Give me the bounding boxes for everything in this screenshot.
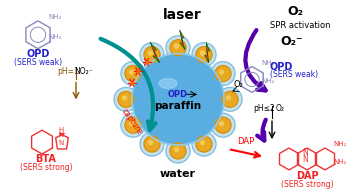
Circle shape [144, 47, 160, 63]
Text: BTA: BTA [36, 154, 56, 164]
Circle shape [121, 113, 145, 137]
Text: water: water [160, 169, 196, 179]
Circle shape [222, 91, 238, 107]
Text: laser: laser [163, 8, 201, 22]
Circle shape [170, 143, 186, 159]
Circle shape [192, 43, 216, 67]
Text: pH=1: pH=1 [57, 67, 79, 76]
Text: N: N [58, 140, 64, 146]
Circle shape [211, 113, 235, 137]
Circle shape [174, 44, 178, 48]
Text: O₂: O₂ [287, 5, 303, 18]
Circle shape [215, 66, 231, 81]
Text: OPD: OPD [270, 62, 293, 72]
Polygon shape [179, 30, 185, 50]
Circle shape [192, 132, 216, 156]
Circle shape [144, 136, 160, 152]
Circle shape [166, 139, 190, 163]
Text: NH₂: NH₂ [48, 34, 62, 40]
Polygon shape [206, 46, 209, 61]
FancyArrowPatch shape [245, 30, 266, 91]
Text: NH₂: NH₂ [261, 78, 274, 84]
FancyArrowPatch shape [257, 120, 266, 141]
Circle shape [123, 96, 127, 100]
Circle shape [149, 141, 153, 145]
Circle shape [118, 91, 134, 107]
Polygon shape [150, 42, 160, 63]
Circle shape [201, 51, 205, 55]
Text: NH₂: NH₂ [48, 14, 62, 20]
Text: NO₂⁻: NO₂⁻ [75, 67, 94, 76]
Text: O₂: O₂ [276, 104, 285, 113]
FancyArrowPatch shape [231, 150, 260, 157]
Text: NH₂: NH₂ [261, 60, 274, 66]
Text: DAP: DAP [296, 171, 318, 181]
Text: SPR activation: SPR activation [270, 21, 330, 30]
Text: N: N [302, 148, 308, 157]
Circle shape [201, 141, 205, 145]
Text: (SERS strong): (SERS strong) [281, 180, 333, 189]
Ellipse shape [159, 78, 177, 88]
Circle shape [215, 117, 231, 133]
Text: (SERS weak): (SERS weak) [14, 58, 62, 67]
Circle shape [196, 47, 212, 63]
Text: O₂⁻: O₂⁻ [281, 35, 303, 48]
Circle shape [121, 62, 145, 85]
Text: N: N [58, 132, 64, 138]
Circle shape [174, 148, 178, 152]
Polygon shape [205, 43, 210, 63]
Text: H: H [58, 127, 64, 133]
Circle shape [170, 40, 186, 56]
FancyArrowPatch shape [100, 39, 155, 130]
Polygon shape [152, 45, 158, 61]
Circle shape [125, 117, 141, 133]
Circle shape [130, 70, 134, 74]
Circle shape [196, 136, 212, 152]
Circle shape [125, 66, 141, 81]
Circle shape [149, 51, 153, 55]
Circle shape [211, 62, 235, 85]
Text: NH₂: NH₂ [333, 141, 347, 147]
Text: NH₂: NH₂ [333, 159, 347, 165]
Text: OPD: OPD [168, 90, 188, 99]
Text: paraffin: paraffin [154, 101, 202, 111]
Polygon shape [181, 33, 184, 48]
Text: capture: capture [120, 107, 144, 136]
Text: DAP: DAP [237, 137, 255, 146]
Text: pH≤2: pH≤2 [253, 104, 275, 113]
Text: N: N [302, 155, 308, 164]
Circle shape [140, 132, 164, 156]
Text: (SERS strong): (SERS strong) [20, 163, 72, 172]
Circle shape [114, 88, 138, 111]
Circle shape [130, 122, 134, 126]
Circle shape [140, 43, 164, 67]
Circle shape [132, 54, 224, 145]
Text: (SERS weak): (SERS weak) [270, 70, 318, 80]
Circle shape [218, 88, 242, 111]
Text: OPD: OPD [26, 49, 50, 59]
Text: O₂: O₂ [233, 81, 243, 89]
Circle shape [226, 96, 230, 100]
Circle shape [219, 122, 223, 126]
Circle shape [219, 70, 223, 74]
Circle shape [166, 36, 190, 60]
